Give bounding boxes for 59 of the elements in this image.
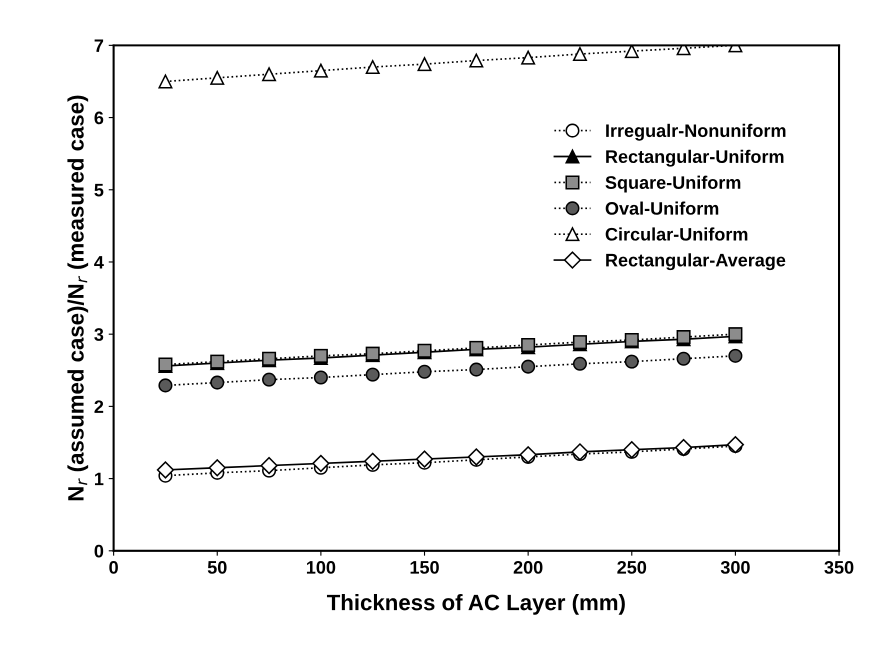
point <box>314 64 328 78</box>
y-tick-label: 4 <box>94 256 104 269</box>
point <box>364 452 382 470</box>
point <box>210 70 224 85</box>
point <box>623 441 640 458</box>
point <box>726 436 744 454</box>
point <box>624 354 639 369</box>
point <box>210 376 224 390</box>
x-tick-label: 150 <box>410 561 439 574</box>
y-tick-label: 1 <box>94 472 104 486</box>
point <box>624 45 639 58</box>
legend-label: Oval-Uniform <box>606 202 718 215</box>
legend-label: Square-Uniform <box>605 176 740 193</box>
point <box>416 450 434 468</box>
point <box>418 364 432 379</box>
point <box>262 67 276 82</box>
point <box>520 446 537 464</box>
legend-label: Circular-Uniform <box>606 227 748 241</box>
point <box>314 370 328 385</box>
point <box>469 362 484 377</box>
x-tick-label: 250 <box>617 561 646 574</box>
legend-label: Rectangular-Average <box>606 253 786 270</box>
point <box>158 74 172 88</box>
point <box>314 348 328 363</box>
y-axis-title: N$_{r}$ (assumed case)/N$_{r}$ (measured case) <box>67 96 88 500</box>
point <box>468 448 485 466</box>
y-tick-label: 0 <box>94 544 104 558</box>
x-axis-title: Thickness of AC Layer (mm) <box>326 594 625 615</box>
point <box>676 352 691 366</box>
x-tick-label: 0 <box>109 561 118 574</box>
point <box>366 368 380 382</box>
point <box>158 378 172 392</box>
point <box>366 60 380 74</box>
x-tick-label: 300 <box>720 561 750 574</box>
point <box>469 54 484 68</box>
point <box>208 459 226 476</box>
point <box>571 443 589 460</box>
point <box>262 372 276 387</box>
point <box>156 461 174 479</box>
y-tick-label: 6 <box>94 112 104 124</box>
x-tick-label: 200 <box>514 561 542 574</box>
y-tick-label: 7 <box>94 39 104 52</box>
point <box>260 456 278 474</box>
point <box>572 356 587 371</box>
legend-label: Irregualr-Nonuniform <box>606 124 786 141</box>
y-tick-label: 3 <box>94 328 104 341</box>
y-tick-label: 5 <box>94 184 104 196</box>
point <box>418 57 432 72</box>
point <box>572 47 587 62</box>
legend-label: Rectangular-Uniform <box>606 150 784 167</box>
point <box>728 348 742 363</box>
x-tick-label: 350 <box>824 561 854 574</box>
point <box>521 50 536 65</box>
y-tick-label: 2 <box>94 400 104 413</box>
x-tick-label: 50 <box>208 561 227 574</box>
point <box>312 454 330 472</box>
point <box>674 438 692 456</box>
x-tick-label: 100 <box>306 561 336 574</box>
point <box>521 360 536 374</box>
